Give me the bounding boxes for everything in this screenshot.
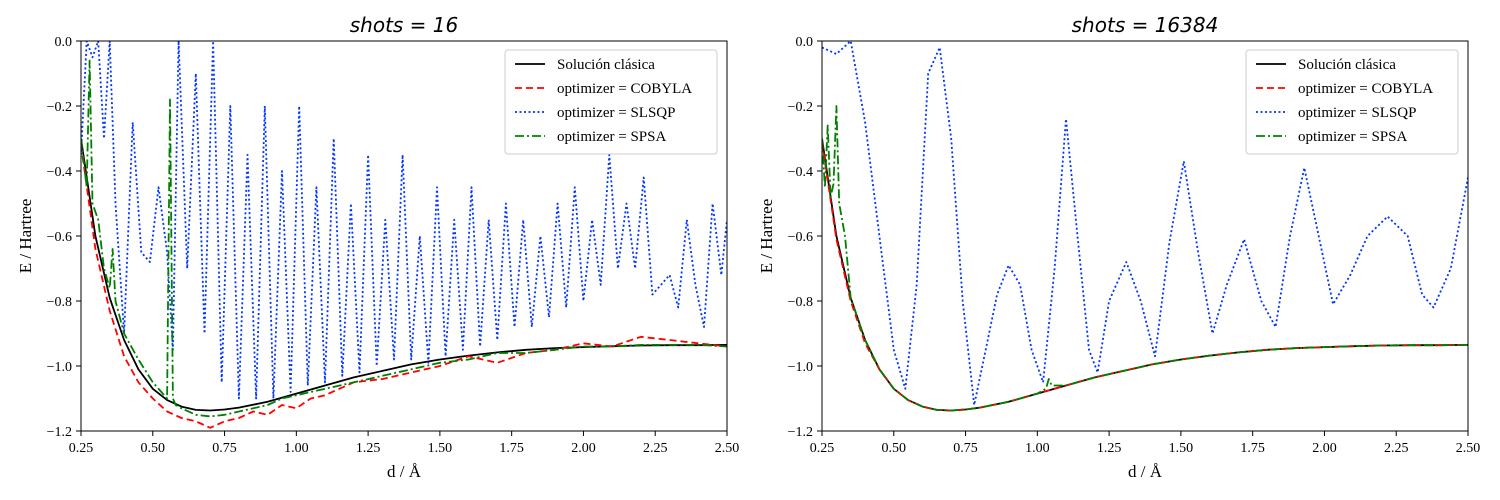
x-tick-label: 1.75 — [1240, 441, 1265, 456]
y-tick-label: −0.8 — [47, 295, 72, 310]
x-tick-label: 0.75 — [212, 441, 237, 456]
x-tick-label: 1.25 — [1097, 441, 1122, 456]
y-tick-label: −0.4 — [788, 165, 813, 180]
x-tick-label: 0.25 — [69, 441, 94, 456]
chart-title: shots = 16384 — [1072, 13, 1219, 37]
series-line-solid — [822, 138, 1468, 412]
x-tick-label: 0.75 — [953, 441, 978, 456]
x-tick-label: 1.25 — [356, 441, 381, 456]
legend-box — [1245, 49, 1459, 155]
legend-entry-label: optimizer = SLSQP — [557, 105, 675, 121]
y-tick-label: −0.6 — [47, 230, 72, 245]
legend-entry-label: Solución clásica — [557, 57, 655, 73]
x-tick-label: 1.75 — [499, 441, 524, 456]
legend-entry-label: Solución clásica — [1298, 57, 1396, 73]
x-axis-label: d / Å — [387, 462, 422, 481]
y-tick-label: 0.0 — [796, 35, 814, 50]
x-tick-label: 1.00 — [1025, 441, 1050, 456]
x-tick-label: 2.25 — [643, 441, 668, 456]
x-tick-label: 0.25 — [810, 441, 835, 456]
y-tick-label: −0.2 — [47, 100, 72, 115]
series-line-dashdot — [81, 59, 727, 418]
y-axis-label: E / Hartree — [16, 199, 35, 274]
y-tick-label: −0.6 — [788, 230, 813, 245]
legend: Solución clásica optimizer = COBYLA optimi… — [504, 49, 718, 155]
legend-entry-label: optimizer = SPSA — [557, 129, 666, 145]
y-tick-label: −1.2 — [788, 425, 813, 440]
legend: Solución clásica optimizer = COBYLA optimi… — [1245, 49, 1459, 155]
y-tick-label: −0.8 — [788, 295, 813, 310]
x-tick-label: 1.50 — [428, 441, 453, 456]
series-line-dashed — [81, 144, 727, 429]
legend-entry-label: optimizer = COBYLA — [557, 81, 692, 97]
x-tick-label: 2.25 — [1384, 441, 1409, 456]
series-line-dashed — [822, 141, 1468, 412]
y-tick-label: −1.0 — [788, 360, 813, 375]
legend-entry-label: optimizer = COBYLA — [1298, 81, 1433, 97]
x-tick-label: 0.50 — [141, 441, 166, 456]
x-tick-label: 2.00 — [571, 441, 596, 456]
y-tick-label: −1.0 — [47, 360, 72, 375]
legend-entry-label: optimizer = SLSQP — [1298, 105, 1416, 121]
x-tick-label: 2.50 — [715, 441, 740, 456]
chart-panel-1: 0.25 0.50 0.75 1.00 1.25 1.50 1.75 2.00 2.25 2.50… — [16, 13, 739, 481]
legend-entry-label: optimizer = SPSA — [1298, 129, 1407, 145]
chart-panel-2: 0.25 0.50 0.75 1.00 1.25 1.50 1.75 2.00 2.25 2.50… — [757, 13, 1480, 481]
y-tick-label: −0.4 — [47, 165, 72, 180]
y-tick-label: −0.2 — [788, 100, 813, 115]
series-line-dashdot — [822, 105, 1468, 412]
legend-box — [504, 49, 718, 155]
y-tick-label: 0.0 — [55, 35, 73, 50]
x-tick-label: 1.00 — [284, 441, 309, 456]
y-axis-label: E / Hartree — [757, 199, 776, 274]
series-line-solid — [81, 138, 727, 412]
chart-title: shots = 16 — [350, 13, 459, 37]
x-tick-label: 0.50 — [882, 441, 907, 456]
x-tick-label: 2.50 — [1456, 441, 1481, 456]
x-axis-label: d / Å — [1128, 462, 1163, 481]
x-tick-label: 1.50 — [1169, 441, 1194, 456]
x-tick-label: 2.00 — [1312, 441, 1337, 456]
y-tick-label: −1.2 — [47, 425, 72, 440]
